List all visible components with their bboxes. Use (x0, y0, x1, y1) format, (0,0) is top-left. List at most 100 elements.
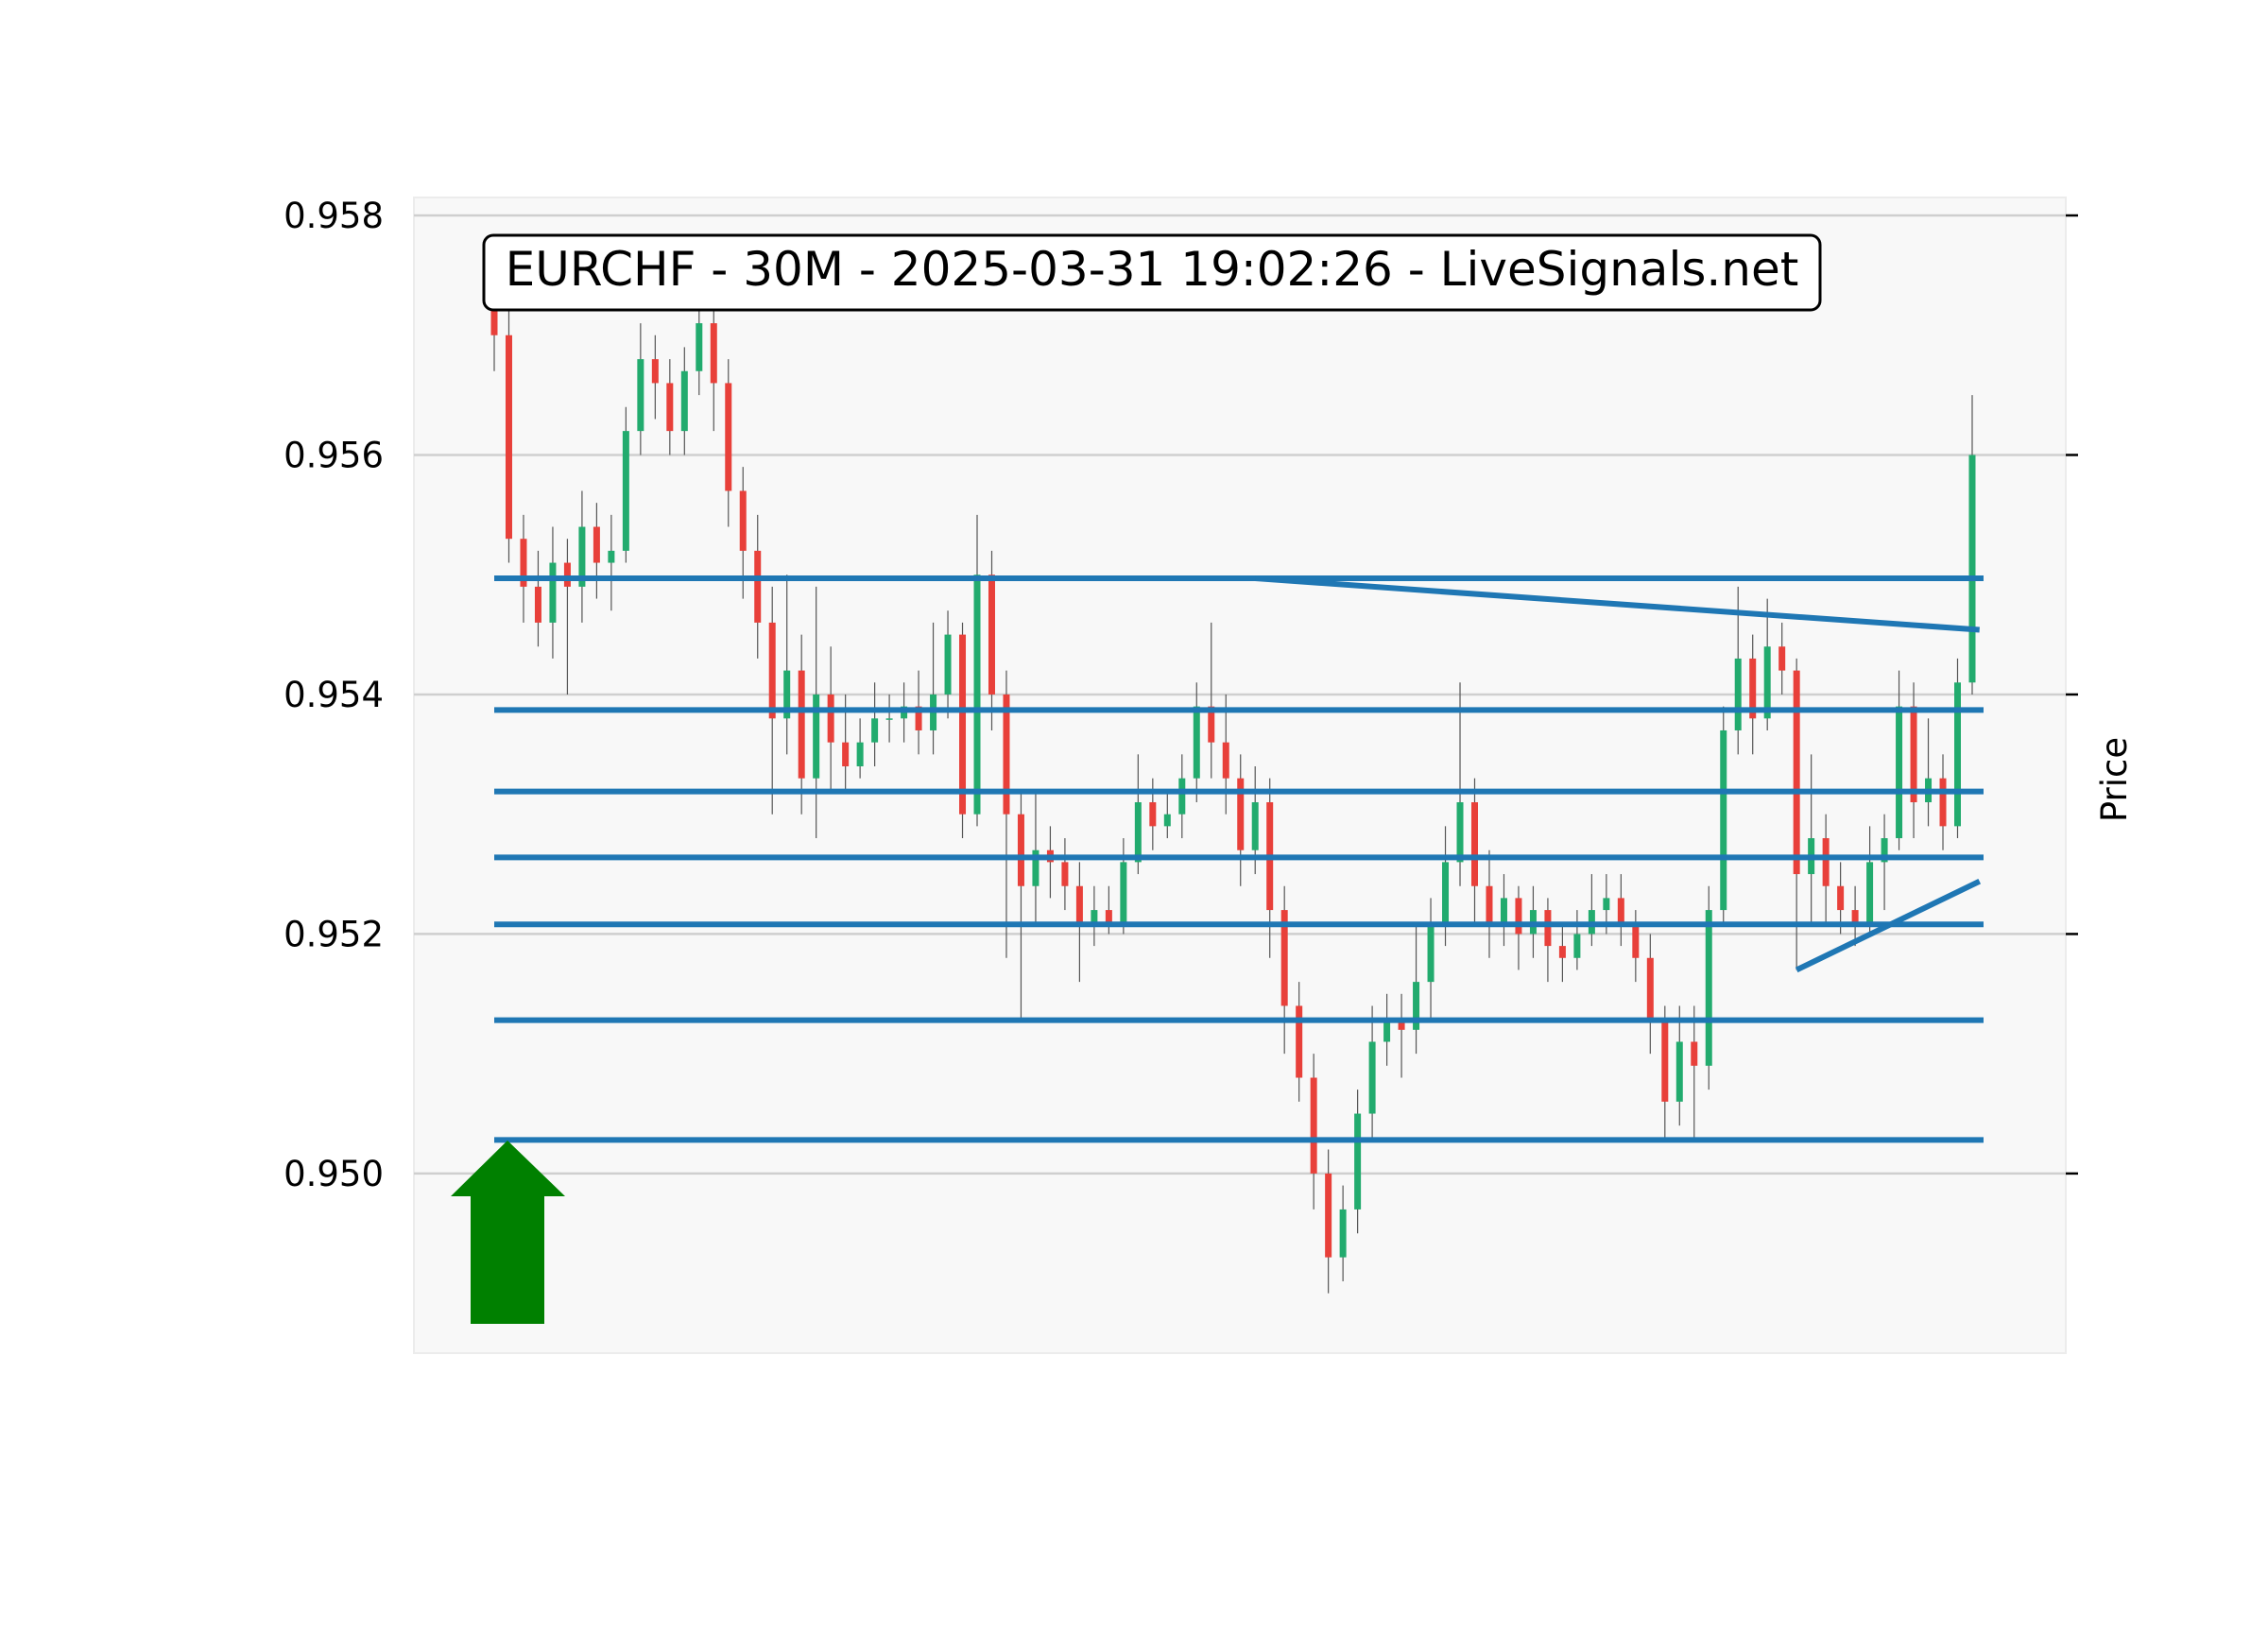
candle-body (871, 718, 879, 743)
candle-body (1486, 885, 1493, 922)
candle-body (1558, 946, 1566, 958)
levels (494, 575, 1984, 1143)
candle-body (593, 526, 600, 563)
candle-body (1617, 898, 1624, 922)
trend-line (1795, 878, 1982, 973)
candle-body (1470, 802, 1478, 886)
candle-body (1017, 814, 1024, 886)
candle-body (1939, 778, 1947, 827)
candle-body (1339, 1209, 1347, 1258)
candle-body (1954, 682, 1961, 827)
y-tick-label: 0.950 (284, 1154, 384, 1194)
grid (414, 214, 2078, 1175)
candle-body (1866, 862, 1874, 922)
candle-body (1325, 1173, 1332, 1258)
candle-body (696, 323, 703, 371)
plot-area (413, 197, 2067, 1354)
candle-body (1881, 838, 1888, 863)
candle-body (1413, 982, 1420, 1030)
candle-body (1003, 694, 1010, 815)
candle-body (710, 323, 717, 384)
candle-body (988, 575, 995, 695)
candle-body (637, 359, 644, 432)
candle-body (651, 359, 659, 384)
candle-body (1720, 729, 1727, 911)
candle-body (915, 706, 922, 730)
candle-body (1763, 646, 1771, 719)
candle-body (1851, 910, 1859, 922)
candle-body (1134, 802, 1142, 863)
candle-body (680, 370, 688, 432)
candle-body (622, 431, 629, 551)
candle-body (1456, 802, 1464, 863)
candle-body (813, 694, 820, 779)
candle-body (1734, 658, 1742, 730)
candle-body (1500, 898, 1507, 922)
candle-body (1705, 910, 1712, 1066)
candle-body (1251, 802, 1259, 850)
candle-body (1675, 1041, 1683, 1102)
candle-body (563, 562, 571, 587)
candle-body (1427, 921, 1435, 983)
y-axis-label: Price (2094, 737, 2135, 822)
candle-body (1793, 670, 1800, 875)
candle-body (754, 550, 762, 623)
candle-body (798, 670, 805, 779)
candle-body (1208, 706, 1215, 743)
candle-body (725, 383, 732, 491)
candle-body (1896, 706, 1903, 839)
candle-body (1193, 706, 1200, 779)
candle-body (1749, 658, 1757, 719)
candle-body (1691, 1041, 1698, 1066)
candles (490, 263, 1976, 1294)
candle-body (608, 550, 615, 563)
candle-body (1368, 1041, 1376, 1114)
candle-body (1032, 849, 1040, 886)
candle-body (1120, 862, 1127, 922)
candle-body (1837, 885, 1845, 911)
candle-body (768, 622, 776, 719)
candle-body (959, 634, 967, 815)
candle-body (1383, 1018, 1391, 1042)
candle-body (783, 670, 791, 719)
candle-body (1163, 814, 1171, 827)
candle-body (1105, 910, 1112, 922)
candle-body (1573, 934, 1581, 958)
candle-body (1544, 910, 1552, 947)
title-box (482, 233, 1822, 312)
candle-body (549, 562, 557, 623)
candle-body (739, 490, 747, 551)
candle-body (856, 742, 864, 766)
candle-body (827, 694, 834, 743)
candle-body (1661, 1018, 1669, 1102)
candle-body (1149, 802, 1157, 827)
chart-title: EURCHF - 30M - 2025-03-31 19:02:26 - Liv… (506, 242, 1799, 297)
candle-body (1515, 898, 1522, 935)
candle-body (1646, 957, 1654, 1019)
candle-body (490, 299, 498, 335)
candle-body (1442, 862, 1450, 922)
candle-body (1632, 921, 1640, 958)
candle-body (944, 634, 952, 695)
trend-line (1255, 575, 1980, 633)
candle-body (885, 718, 893, 720)
candle-body (505, 335, 512, 540)
candle-body (1296, 1005, 1303, 1078)
buy-arrow (451, 1141, 565, 1324)
candle-body (1237, 778, 1245, 850)
candle-body (578, 526, 586, 587)
y-tick-label: 0.958 (284, 196, 384, 236)
candle-body (1354, 1113, 1362, 1210)
candle-body (1310, 1077, 1317, 1174)
candle-body (842, 742, 850, 766)
candle-body (1822, 838, 1830, 886)
candle-body (1778, 646, 1786, 671)
candle-body (1280, 910, 1288, 1006)
candle-body (520, 539, 527, 587)
y-tick-label: 0.954 (284, 675, 384, 715)
candle-body (1968, 455, 1976, 683)
candle-body (666, 383, 674, 432)
candle-body (1061, 862, 1069, 886)
